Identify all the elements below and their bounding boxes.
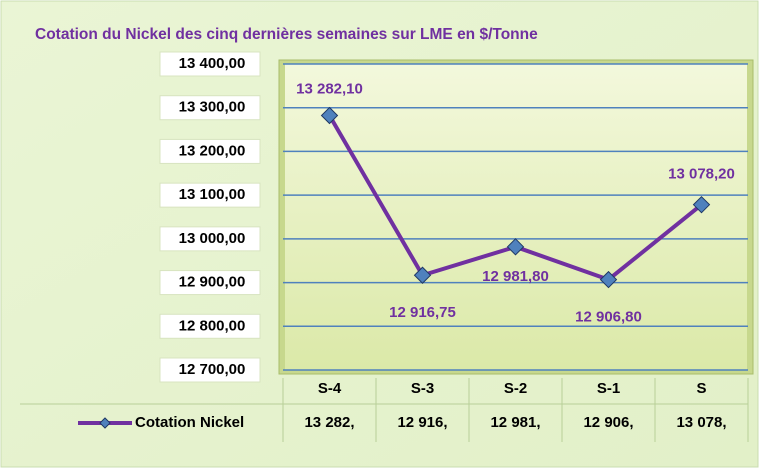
y-tick-box: [159, 51, 261, 77]
data-point: [599, 270, 618, 289]
table-value: 12 916,: [397, 414, 447, 431]
x-tick-label: S-1: [597, 380, 620, 397]
plot-area: [285, 64, 747, 370]
y-tick-box: [159, 226, 261, 252]
y-tick-label: 13 100,00: [179, 186, 246, 203]
y-tick-box: [159, 95, 261, 121]
data-point: [506, 238, 525, 256]
data-label: 12 981,80: [482, 268, 549, 285]
y-tick-label: 12 800,00: [179, 317, 246, 334]
y-tick-label: 12 700,00: [179, 361, 246, 378]
x-tick-label: S-3: [411, 380, 434, 397]
data-label: 12 916,75: [389, 304, 456, 321]
legend-label: Cotation Nickel: [135, 414, 244, 431]
data-label: 13 282,10: [296, 81, 363, 98]
y-tick-label: 13 300,00: [179, 99, 246, 116]
table-value: 13 282,: [304, 414, 354, 431]
data-point: [413, 266, 432, 284]
y-tick-label: 13 000,00: [179, 230, 246, 247]
x-tick-label: S-2: [504, 380, 527, 397]
data-point: [692, 195, 711, 214]
table-value: 12 906,: [583, 414, 633, 431]
y-tick-box: [159, 182, 261, 208]
x-tick-label: S: [696, 380, 706, 397]
y-tick-box: [159, 313, 261, 339]
table-value: 13 078,: [676, 414, 726, 431]
legend-marker: [99, 417, 111, 429]
data-label: 13 078,20: [668, 166, 735, 183]
y-tick-box: [159, 357, 261, 383]
data-point: [320, 106, 339, 125]
x-tick-label: S-4: [318, 380, 342, 397]
table-value: 12 981,: [490, 414, 540, 431]
chart-title: Cotation du Nickel des cinq dernières se…: [35, 26, 538, 43]
data-label: 12 906,80: [575, 309, 642, 326]
y-tick-box: [159, 270, 261, 296]
y-tick-label: 13 200,00: [179, 142, 246, 159]
y-tick-label: 12 900,00: [179, 274, 246, 291]
y-tick-box: [159, 138, 261, 164]
y-tick-label: 13 400,00: [179, 55, 246, 72]
